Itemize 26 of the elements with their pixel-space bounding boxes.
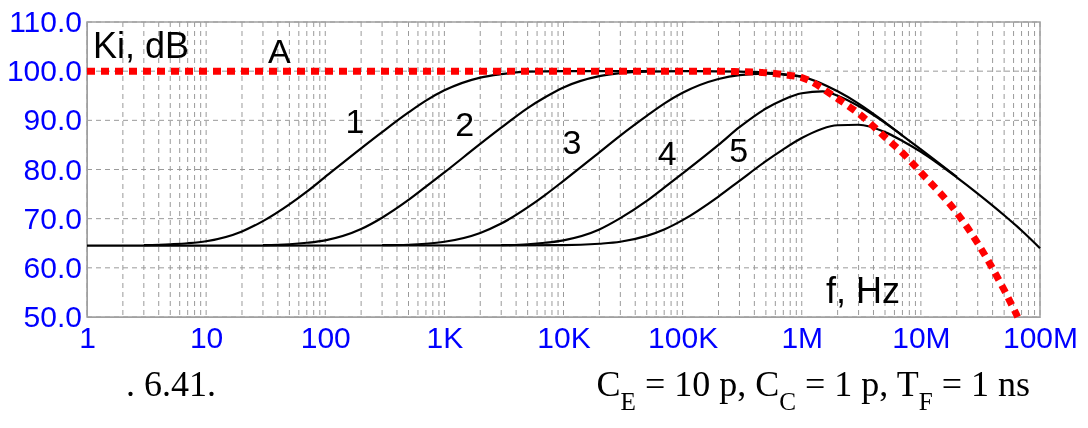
y-tick-label: 70.0 xyxy=(23,201,82,235)
x-tick-label: 10M xyxy=(892,321,951,355)
x-tick-label: 10 xyxy=(189,321,224,355)
y-tick-label: 90.0 xyxy=(23,103,82,137)
y-tick-label: 50.0 xyxy=(23,300,82,334)
text: . 6.41. xyxy=(126,364,216,404)
series-label: 4 xyxy=(657,134,677,173)
y-axis-title: Ki, dB xyxy=(93,25,190,66)
x-tick-label: 1 xyxy=(79,321,96,355)
x-tick-label: 1K xyxy=(426,321,464,355)
x-tick-label: 100K xyxy=(648,321,719,355)
text: C$_{E}$ = 10 p, C$_{C}$ = 1 p, T$_{F}$ = 1 ns xyxy=(596,364,1030,415)
y-tick-label: 100.0 xyxy=(6,54,82,88)
y-tick-label: 80.0 xyxy=(23,152,82,186)
y-tick-label: 110.0 xyxy=(9,5,82,39)
x-axis-title: f, Hz xyxy=(825,270,900,311)
x-tick-label: 10K xyxy=(537,321,591,355)
series-label: A xyxy=(267,32,291,71)
y-tick-label: 60.0 xyxy=(23,250,82,284)
series-label: 3 xyxy=(562,122,582,161)
series-label: 1 xyxy=(345,102,365,141)
series-label: 2 xyxy=(455,105,475,144)
x-tick-label: 1M xyxy=(781,321,824,355)
x-tick-label: 100 xyxy=(300,321,351,355)
series-label: 5 xyxy=(729,130,749,169)
x-tick-label: 100M xyxy=(1002,321,1079,355)
